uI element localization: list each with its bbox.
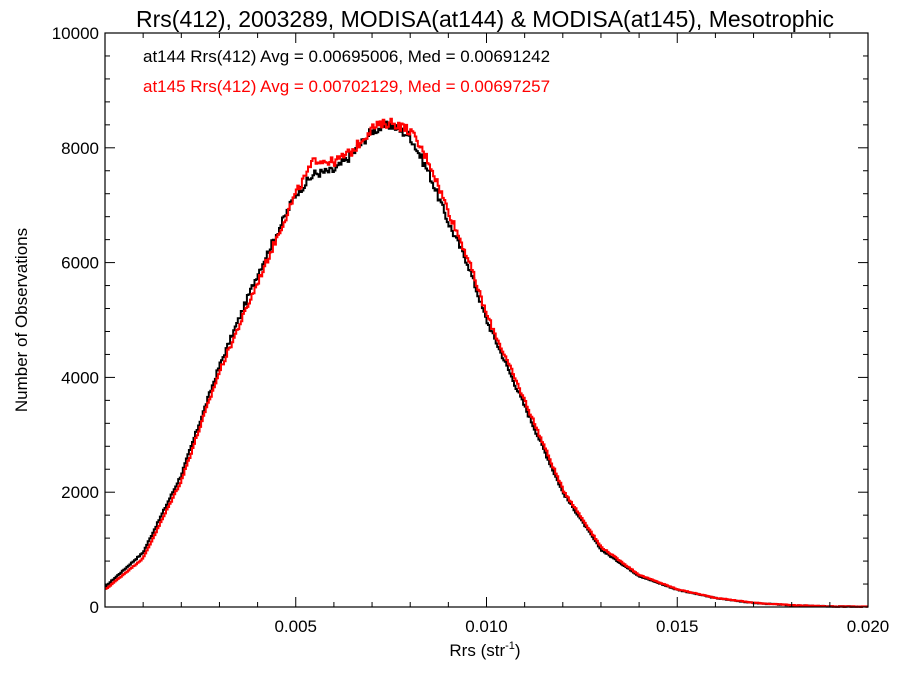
plot-lines <box>105 117 868 608</box>
y-tick-label: 0 <box>90 598 99 617</box>
x-axis-label-close: ) <box>515 641 521 660</box>
chart-title: Rrs(412), 2003289, MODISA(at144) & MODIS… <box>136 6 834 32</box>
x-axis-label-main: Rrs (str <box>449 641 505 660</box>
x-tick-label: 0.005 <box>274 617 317 636</box>
y-tick-label: 4000 <box>61 368 99 387</box>
x-axis-label-superscript: -1 <box>505 640 515 652</box>
y-tick-label: 8000 <box>61 139 99 158</box>
x-tick-label: 0.015 <box>656 617 699 636</box>
y-tick-label: 6000 <box>61 254 99 273</box>
series-line-0 <box>105 120 868 608</box>
x-tick-label: 0.020 <box>847 617 890 636</box>
y-tick-label: 2000 <box>61 483 99 502</box>
axes: 0.005 0.010 0.015 0.020 0 2000 4000 6000 8000 100… <box>52 24 890 636</box>
series-line-1 <box>105 117 868 608</box>
annotation-at145: at145 Rrs(412) Avg = 0.00702129, Med = 0… <box>143 77 550 96</box>
x-axis-label: Rrs (str-1) <box>449 640 520 660</box>
x-tick-label: 0.010 <box>465 617 508 636</box>
y-axis-label: Number of Observations <box>12 228 31 412</box>
y-tick-label: 10000 <box>52 24 99 43</box>
annotation-at144: at144 Rrs(412) Avg = 0.00695006, Med = 0… <box>143 47 550 66</box>
